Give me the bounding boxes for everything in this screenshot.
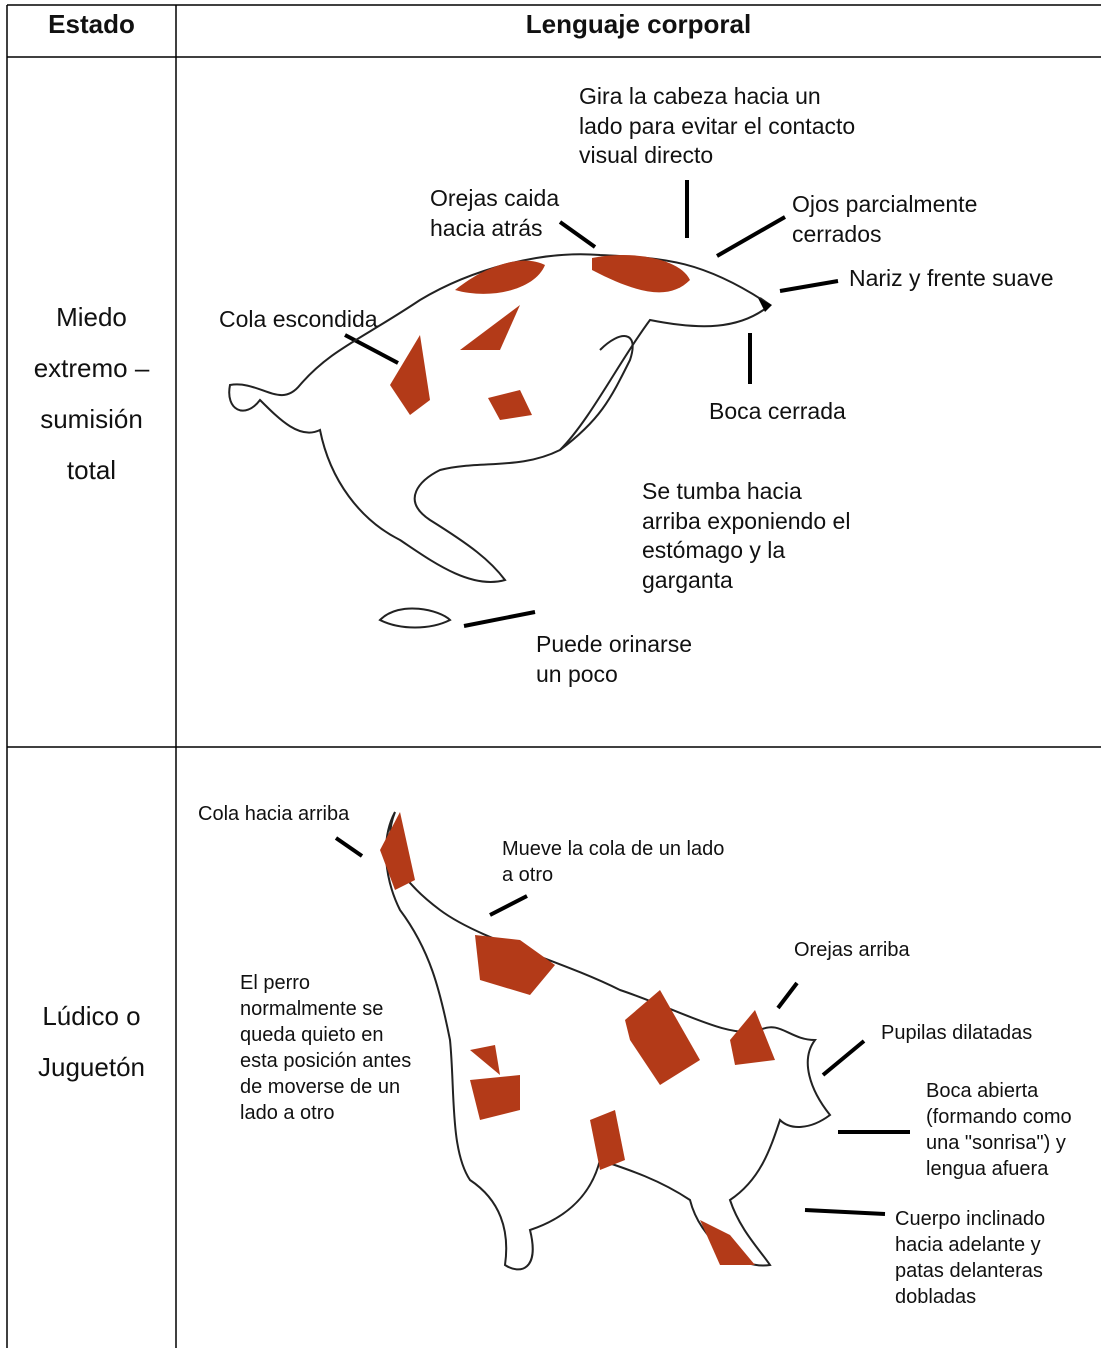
header-cell: Lenguaje corporal	[525, 9, 752, 39]
text-line: Lúdico o	[42, 1001, 141, 1031]
text-line: garganta	[642, 566, 733, 593]
annotation: Cola escondida	[219, 305, 378, 335]
text-line: queda quieto en	[240, 1024, 384, 1046]
annotation: Cuerpo inclinado hacia adelante y patas de…	[895, 1206, 1045, 1310]
annotation: Orejas caida hacia atrás	[430, 184, 559, 243]
text-line: El perro	[240, 972, 311, 994]
text-line: Nariz y frente suave	[849, 265, 1054, 291]
text-line: Orejas arriba	[794, 939, 910, 961]
text-line: Boca cerrada	[709, 398, 846, 424]
text-line: (formando como	[926, 1106, 1072, 1128]
text-line: patas delanteras	[895, 1260, 1043, 1282]
text-line: Boca abierta	[926, 1080, 1039, 1102]
annotation: Cola hacia arriba	[198, 801, 349, 827]
dog-submissive-patches	[390, 254, 772, 420]
text-line: Se tumba hacia	[642, 478, 802, 504]
text-line: una "sonrisa") y	[926, 1132, 1066, 1154]
text-line: Pupilas dilatadas	[881, 1022, 1033, 1044]
state: Lúdico o Juguetón	[7, 991, 176, 1093]
text-line: normalmente se	[240, 998, 384, 1020]
annotation: Nariz y frente suave	[849, 264, 1054, 294]
text-line: Ojos parcialmente	[792, 191, 978, 217]
annotation: Ojos parcialmente cerrados	[792, 190, 977, 249]
text-line: cerrados	[792, 220, 882, 247]
text-line: lengua afuera	[926, 1158, 1049, 1180]
table-borders	[6, 4, 1101, 1348]
annotation: Orejas arriba	[794, 937, 910, 963]
dog-playful-patches	[380, 812, 775, 1265]
text-line: sumisión	[40, 404, 143, 434]
annotation: Puede orinarse un poco	[536, 630, 692, 689]
annotation: Pupilas dilatadas	[881, 1020, 1032, 1046]
pointer-lines	[334, 180, 910, 1216]
text-line: de moverse de un	[240, 1076, 401, 1098]
text-line: Gira la cabeza hacia un	[579, 83, 821, 109]
text-line: Orejas caida	[430, 185, 560, 211]
state: Miedo extremo – sumisión total	[7, 292, 176, 496]
text-line: extremo –	[33, 353, 150, 383]
text-line: dobladas	[895, 1286, 977, 1308]
text-line: un poco	[536, 660, 618, 687]
annotation: Se tumba hacia arriba exponiendo el estóma…	[642, 477, 850, 595]
text-line: Puede orinarse	[536, 631, 692, 657]
text-line: Cola escondida	[219, 306, 378, 332]
text-line: lado para evitar el contacto	[579, 112, 856, 139]
text-line: Juguetón	[38, 1052, 145, 1082]
text-line: Miedo	[56, 302, 127, 332]
text-line: Cola hacia arriba	[198, 803, 350, 825]
text-line: hacia atrás	[430, 214, 543, 241]
text-line: total	[66, 455, 117, 485]
annotation: Boca cerrada	[709, 397, 846, 427]
text-line: Cuerpo inclinado	[895, 1208, 1046, 1230]
text-line: esta posición antes	[240, 1050, 412, 1072]
text-line: visual directo	[579, 142, 714, 168]
annotation: Gira la cabeza hacia un lado para evitar …	[579, 82, 855, 171]
text-line: Mueve la cola de un lado	[502, 838, 725, 860]
text-line: hacia adelante y	[895, 1234, 1041, 1256]
annotation: Mueve la cola de un lado a otro	[502, 836, 724, 888]
header-cell: Estado	[48, 9, 135, 39]
text-line: a otro	[502, 864, 554, 886]
annotation: Boca abierta (formando como una "sonrisa")…	[926, 1078, 1072, 1182]
text-line: estómago y la	[642, 537, 786, 563]
text-line: lado a otro	[240, 1102, 335, 1124]
annotation: El perro normalmente se queda quieto en est…	[240, 970, 411, 1126]
text-line: arriba exponiendo el	[642, 507, 851, 534]
